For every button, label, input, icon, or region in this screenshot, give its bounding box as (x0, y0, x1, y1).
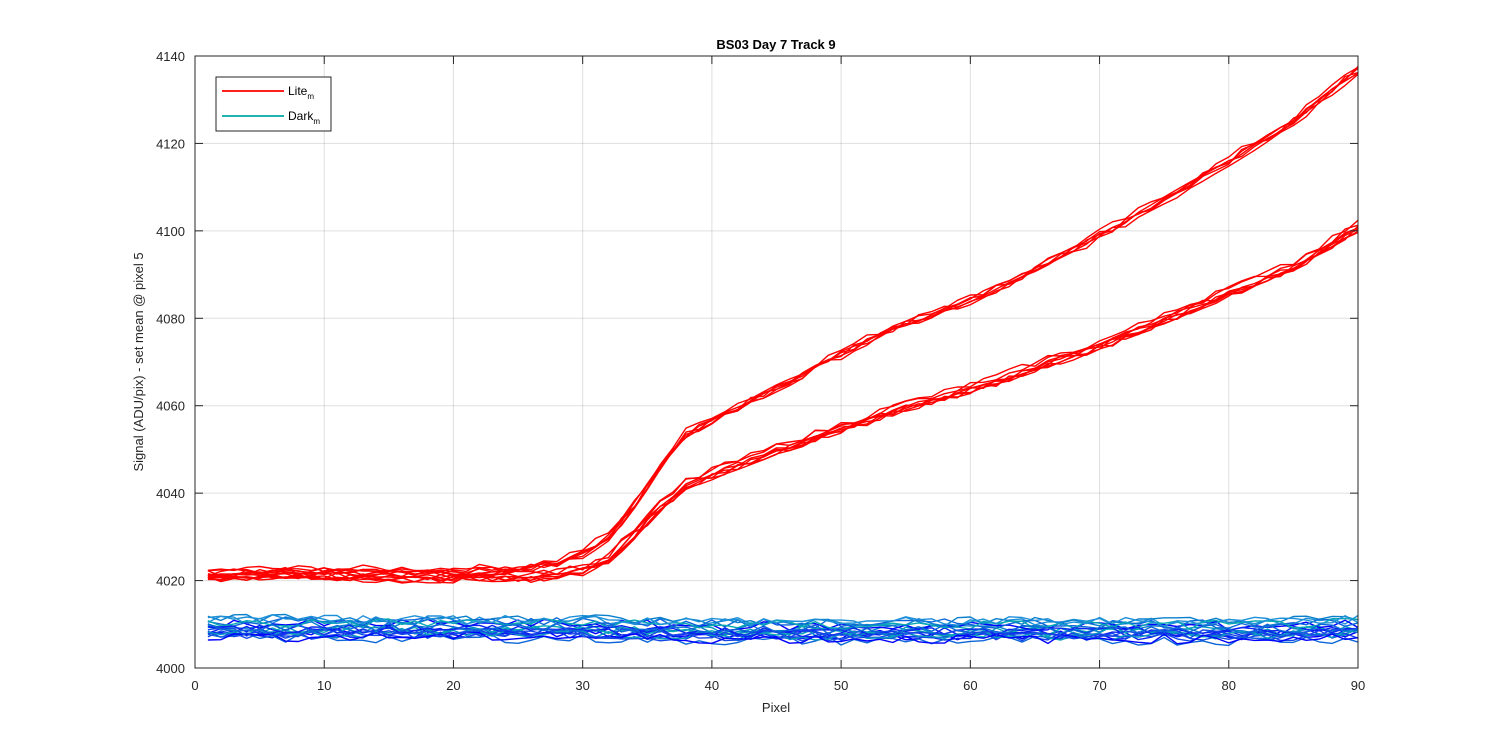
lite-trace-1-3 (207, 224, 1359, 578)
series-layer (207, 66, 1359, 647)
axes-box (194, 55, 1359, 669)
lite-trace-1-7 (207, 231, 1359, 584)
y-tick-label: 4120 (156, 136, 185, 151)
ticks: 0 10 20 30 40 50 60 70 80 90 4000 4020 4040 4060 4080 4… (156, 49, 1365, 693)
y-tick-label: 4040 (156, 486, 185, 501)
dark-trace-2-10 (207, 629, 1359, 642)
x-tick-label: 10 (317, 678, 331, 693)
grid (195, 56, 1358, 668)
dark-trace-2-19 (207, 621, 1359, 635)
y-tick-label: 4080 (156, 311, 185, 326)
y-tick-label: 4060 (156, 399, 185, 414)
x-tick-label: 0 (191, 678, 198, 693)
y-tick-label: 4020 (156, 574, 185, 589)
plot-area (195, 56, 1358, 668)
x-tick-label: 60 (963, 678, 977, 693)
legend-entry-lite: Litem (288, 84, 314, 101)
x-axis-title: Pixel (762, 700, 790, 715)
y-tick-label: 4100 (156, 224, 185, 239)
x-tick-label: 40 (705, 678, 719, 693)
x-tick-label: 90 (1351, 678, 1365, 693)
x-tick-label: 50 (834, 678, 848, 693)
legend-box (215, 76, 332, 132)
legend: Litem Darkm (215, 76, 332, 132)
x-tick-label: 70 (1092, 678, 1106, 693)
lite-trace-1-6 (207, 230, 1359, 584)
dark-trace-2-14 (207, 617, 1359, 630)
legend-entry-dark: Darkm (288, 109, 320, 126)
x-tick-label: 20 (446, 678, 460, 693)
dark-trace-2-15 (207, 614, 1359, 627)
dark-trace-2-11 (207, 616, 1359, 630)
dark-trace-2-18 (207, 627, 1359, 640)
x-tick-label: 30 (575, 678, 589, 693)
lite-trace-0-2 (207, 66, 1359, 573)
lite-trace-1-5 (207, 227, 1359, 582)
x-tick-label: 80 (1222, 678, 1236, 693)
y-axis-title: Signal (ADU/pix) - set mean @ pixel 5 (131, 252, 146, 471)
lite-trace-0-4 (207, 66, 1359, 577)
dark-trace-2-17 (207, 624, 1359, 638)
y-tick-label: 4140 (156, 49, 185, 64)
chart-title: BS03 Day 7 Track 9 (716, 37, 835, 52)
dark-trace-2-16 (207, 631, 1359, 645)
y-tick-label: 4000 (156, 661, 185, 676)
